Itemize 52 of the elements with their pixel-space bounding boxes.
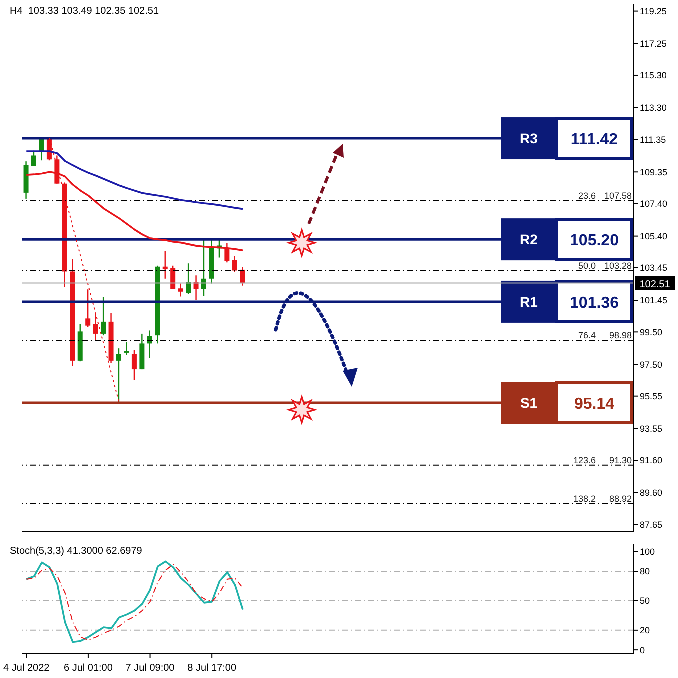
candlestick — [32, 150, 36, 168]
text: R2 105.20 — [520, 232, 619, 250]
candlestick — [194, 275, 199, 301]
y-tick-label: 87.65 — [640, 520, 663, 530]
chart-title: Stoch(5,3,3) 41.3000 62.6979 — [10, 546, 142, 557]
candlestick — [202, 239, 206, 297]
y-tick-label: 89.60 — [640, 488, 663, 498]
x-tick-label: 6 Jul 01:00 — [64, 663, 114, 674]
y-tick-label: 97.50 — [640, 360, 663, 370]
text: R3 111.42 — [520, 130, 618, 149]
y-tick-label: 109.35 — [640, 167, 668, 178]
x-tick-label: 4 Jul 2022 — [4, 663, 50, 674]
y-tick-label: 113.30 — [640, 103, 667, 114]
y-tick-label: 95.55 — [640, 392, 663, 402]
candlestick — [178, 283, 184, 298]
text: 76.4 98.98 — [578, 330, 632, 341]
candlestick — [93, 314, 98, 342]
candlestick — [86, 289, 91, 328]
y-tick-label: 105.40 — [640, 232, 668, 242]
candlestick — [240, 266, 246, 286]
candlestick — [124, 341, 130, 356]
x-tick-label: 7 Jul 09:00 — [126, 663, 176, 674]
y-tick-label: 115.30 — [640, 70, 667, 81]
y-tick-label: 91.60 — [640, 456, 663, 466]
x-tick-label: 8 Jul 17:00 — [188, 663, 237, 674]
ref-line-label: 23.6 107.58 — [578, 190, 632, 201]
text: R1 101.36 — [520, 294, 619, 312]
y-tick-label: 80 — [640, 566, 650, 577]
candlestick — [116, 348, 122, 404]
candlestick — [232, 256, 238, 273]
y-tick-label: 117.25 — [640, 39, 667, 49]
ref-line-label: 50.0 103.28 — [578, 260, 632, 271]
text: S1 95.14 — [520, 395, 615, 414]
y-tick-label: 111.35 — [640, 134, 666, 145]
candlestick — [101, 296, 106, 336]
y-tick-label: 99.50 — [640, 327, 663, 338]
candlestick — [186, 263, 192, 295]
y-tick-label: 100 — [640, 547, 656, 558]
y-tick-label: 101.45 — [640, 296, 668, 306]
candlestick — [132, 350, 137, 381]
y-tick-label: 50 — [640, 596, 650, 606]
candlestick — [170, 265, 176, 290]
ref-line-label: 102.51 — [640, 279, 671, 290]
text: 123.6 91.30 — [573, 455, 632, 466]
text: 138.2 88.92 — [573, 494, 632, 504]
y-tick-label: 119.25 — [640, 6, 667, 17]
y-tick-label: 103.45 — [640, 263, 668, 274]
y-tick-label: 20 — [640, 626, 650, 636]
y-tick-label: 0 — [640, 645, 646, 656]
y-tick-label: 107.40 — [640, 199, 668, 210]
y-tick-label: 93.55 — [640, 424, 663, 434]
chart-title: H4 103.33 103.49 102.35 102.51 — [10, 6, 160, 17]
